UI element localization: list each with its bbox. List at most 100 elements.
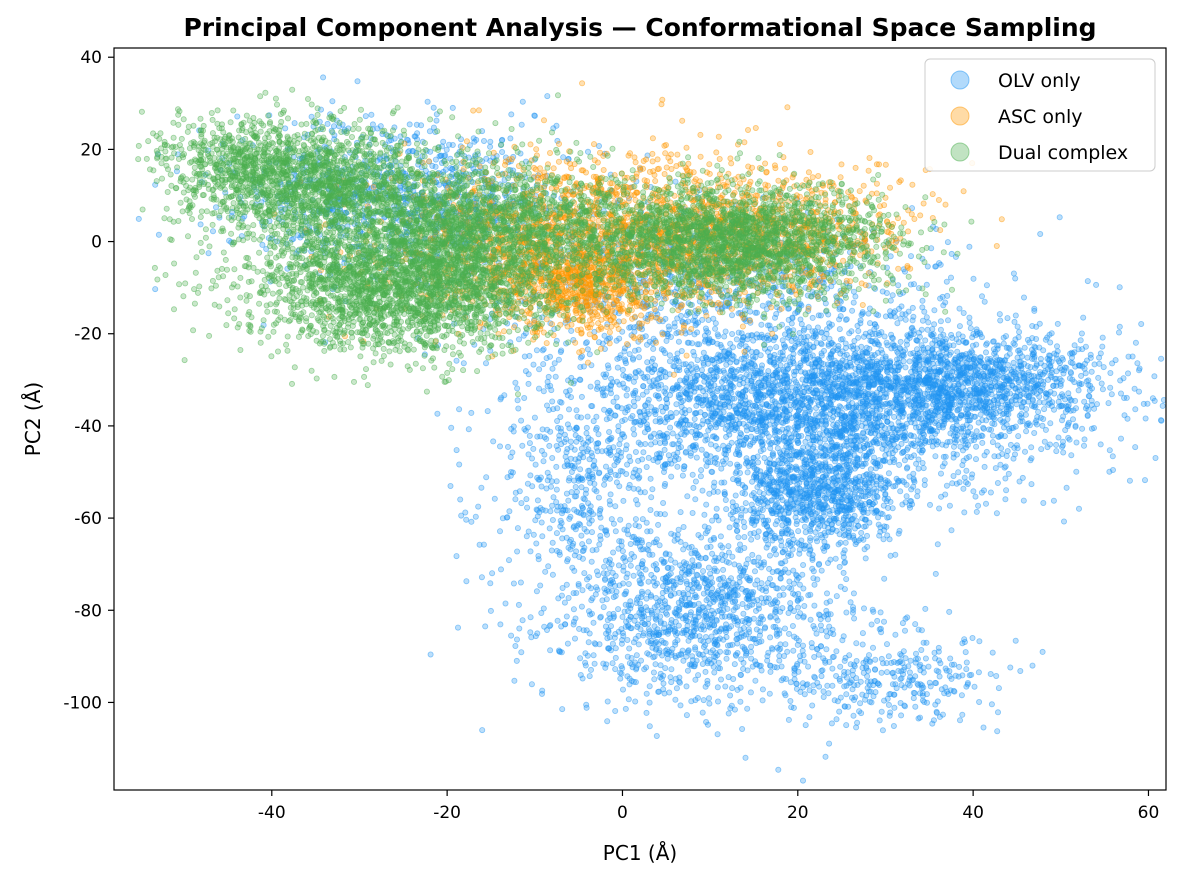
data-point xyxy=(669,441,676,448)
data-point xyxy=(821,523,828,530)
data-point xyxy=(1015,433,1022,440)
data-point xyxy=(1020,399,1027,406)
data-point xyxy=(949,391,956,398)
data-point xyxy=(510,423,517,430)
data-point xyxy=(482,360,489,367)
data-point xyxy=(871,494,878,501)
data-point xyxy=(583,430,590,437)
data-point xyxy=(1055,358,1062,365)
data-point xyxy=(708,367,715,374)
data-point xyxy=(790,478,797,485)
data-point xyxy=(885,514,892,521)
data-point xyxy=(1002,463,1009,470)
data-point xyxy=(777,449,784,456)
data-point xyxy=(1070,407,1077,414)
data-point xyxy=(1002,496,1009,503)
data-point xyxy=(837,313,844,320)
data-point xyxy=(950,432,957,439)
data-point xyxy=(1078,330,1085,337)
data-point xyxy=(834,443,841,450)
data-point xyxy=(901,432,908,439)
data-point xyxy=(828,354,835,361)
data-point xyxy=(801,514,808,521)
data-point xyxy=(632,389,639,396)
data-point xyxy=(856,392,863,399)
data-point xyxy=(973,341,980,348)
data-point xyxy=(736,391,743,398)
data-point xyxy=(693,402,700,409)
data-point xyxy=(662,373,669,380)
data-point xyxy=(910,415,917,422)
data-point xyxy=(884,364,891,371)
data-point xyxy=(1019,418,1026,425)
data-point xyxy=(833,433,840,440)
data-point xyxy=(818,408,825,415)
data-point xyxy=(543,355,550,362)
data-point xyxy=(1069,360,1076,367)
data-point xyxy=(809,380,816,387)
data-point xyxy=(639,391,646,398)
data-point xyxy=(775,457,782,464)
data-point xyxy=(834,394,841,401)
data-point xyxy=(577,363,584,370)
data-point xyxy=(766,358,773,365)
data-point xyxy=(889,445,896,452)
data-point xyxy=(573,407,580,414)
data-point xyxy=(973,443,980,450)
data-point xyxy=(973,428,980,435)
data-point xyxy=(635,346,642,353)
data-point xyxy=(885,504,892,511)
data-point xyxy=(705,418,712,425)
data-point xyxy=(872,460,879,467)
data-point xyxy=(1010,340,1017,347)
data-point xyxy=(891,413,898,420)
data-point xyxy=(935,360,942,367)
data-point xyxy=(790,487,797,494)
data-point xyxy=(929,443,936,450)
data-point xyxy=(1051,406,1058,413)
data-point xyxy=(864,364,871,371)
data-point xyxy=(1099,386,1106,393)
data-point xyxy=(780,396,787,403)
data-point xyxy=(1106,468,1113,475)
data-point xyxy=(825,368,832,375)
data-point xyxy=(976,372,983,379)
data-point xyxy=(623,392,630,399)
data-point xyxy=(712,325,719,332)
data-point xyxy=(548,387,555,394)
data-point xyxy=(787,393,794,400)
data-point xyxy=(631,431,638,438)
data-point xyxy=(921,395,928,402)
data-point xyxy=(874,339,881,346)
data-point xyxy=(1006,428,1013,435)
data-point xyxy=(903,437,910,444)
data-point xyxy=(935,350,942,357)
data-point xyxy=(763,402,770,409)
data-point xyxy=(754,428,761,435)
data-point xyxy=(804,502,811,509)
data-point xyxy=(963,444,970,451)
data-point xyxy=(844,463,851,470)
data-point xyxy=(845,373,852,380)
data-point xyxy=(1051,350,1058,357)
data-point xyxy=(718,394,725,401)
data-point xyxy=(900,424,907,431)
data-point xyxy=(907,431,914,438)
data-point xyxy=(951,443,958,450)
data-point xyxy=(733,409,740,416)
data-point xyxy=(1107,369,1114,376)
data-point xyxy=(644,373,651,380)
data-point xyxy=(788,414,795,421)
data-point xyxy=(937,318,944,325)
data-point xyxy=(584,413,591,420)
data-point xyxy=(883,339,890,346)
data-point xyxy=(1125,370,1132,377)
data-point xyxy=(871,485,878,492)
data-point xyxy=(1060,438,1067,445)
data-point xyxy=(877,463,884,470)
data-point xyxy=(884,369,891,376)
data-point xyxy=(710,483,717,490)
data-point xyxy=(732,492,739,499)
data-point xyxy=(510,428,517,435)
